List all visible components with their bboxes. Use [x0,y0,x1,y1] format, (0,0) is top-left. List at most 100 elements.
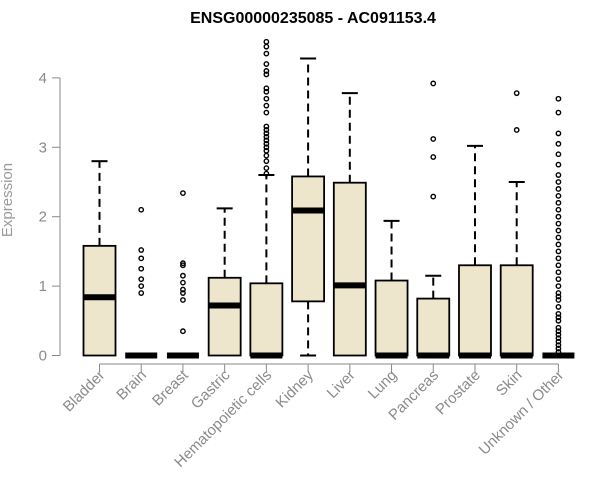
outlier-point [555,324,562,331]
outlier-point [138,276,145,283]
outlier-point [555,241,562,248]
outlier-point [430,193,437,200]
outlier-point [555,349,562,355]
outlier-point [263,165,270,172]
outlier-point [430,154,437,160]
outlier-point [555,161,562,168]
outlier-point [555,314,562,321]
outlier-point [263,68,270,74]
outlier-point [513,90,520,97]
outlier-point [555,213,562,220]
outlier-point [555,248,562,255]
outlier-point [555,220,562,227]
outlier-point [430,80,437,87]
outlier-point [263,152,270,159]
outlier-point [555,95,562,102]
outlier-point [138,265,145,272]
outlier-point [555,234,562,241]
outlier-point [555,304,562,310]
outlier-point [555,283,562,289]
y-tick-label: 0 [39,348,47,365]
box [332,181,367,357]
box-group [332,92,367,357]
outlier-point [555,172,562,178]
outlier-point [555,140,562,147]
y-axis: 0 1 2 3 4 [39,70,61,365]
box [499,264,534,357]
box-group [249,38,284,359]
outlier-point [180,297,186,303]
outlier-point [263,88,270,95]
box-group [125,206,158,359]
outlier-point [555,206,562,213]
box-group [291,57,326,357]
outlier-point [555,199,562,206]
x-tick-label: Prostate [432,367,484,419]
y-tick-label: 2 [39,209,47,226]
y-axis-label: Expression [0,163,16,237]
outlier-point [263,85,270,92]
outlier-point [138,206,145,213]
outlier-point [138,247,145,253]
outlier-point [555,255,562,262]
outlier-point [555,293,562,300]
outlier-point [555,342,562,348]
outlier-point [555,317,562,324]
box-group [166,190,199,359]
outlier-point [180,328,186,335]
outlier-point [180,262,186,269]
x-tick-label: Brain [113,367,150,404]
box [82,244,117,357]
x-tick-label: Skin [493,367,526,400]
outlier-point [263,109,270,116]
box-group [416,80,451,359]
outlier-point [555,262,562,269]
box-group [374,219,409,359]
outlier-point [263,71,270,78]
outlier-point [263,158,270,165]
outlier-point [180,260,186,267]
outlier-point [263,170,270,177]
outlier-point [430,136,437,142]
outlier-point [555,310,562,317]
outlier-point [513,127,520,133]
outlier-point [555,269,562,276]
outlier-point [263,38,270,45]
outlier-point [555,109,562,116]
box-group [542,95,575,359]
outlier-point [263,133,270,140]
outlier-point [138,290,145,296]
outlier-point [263,147,270,154]
outlier-point [555,345,562,352]
outlier-point [263,123,270,130]
box [416,297,451,357]
outlier-point [555,297,562,303]
box [374,279,409,357]
box-group [499,90,534,359]
outlier-point [555,290,562,296]
outlier-point [555,179,562,185]
x-tick-label: Liver [324,367,359,402]
outlier-point [555,186,562,192]
outlier-point [555,227,562,234]
outlier-point [263,95,270,102]
plot-area [82,38,575,359]
outlier-point [555,276,562,283]
outlier-point [263,127,270,133]
box [458,264,492,357]
outlier-point [263,50,270,57]
outlier-point [263,137,270,144]
outlier-point [555,151,562,158]
outlier-point [180,190,186,197]
outlier-point [180,286,186,293]
box-group [458,144,492,359]
outlier-point [555,328,562,335]
outlier-point [263,43,270,50]
outlier-point [180,279,186,286]
outlier-point [180,272,186,279]
y-tick-label: 3 [39,139,47,156]
outlier-point [555,192,562,199]
x-tick-label: Lung [365,367,401,403]
